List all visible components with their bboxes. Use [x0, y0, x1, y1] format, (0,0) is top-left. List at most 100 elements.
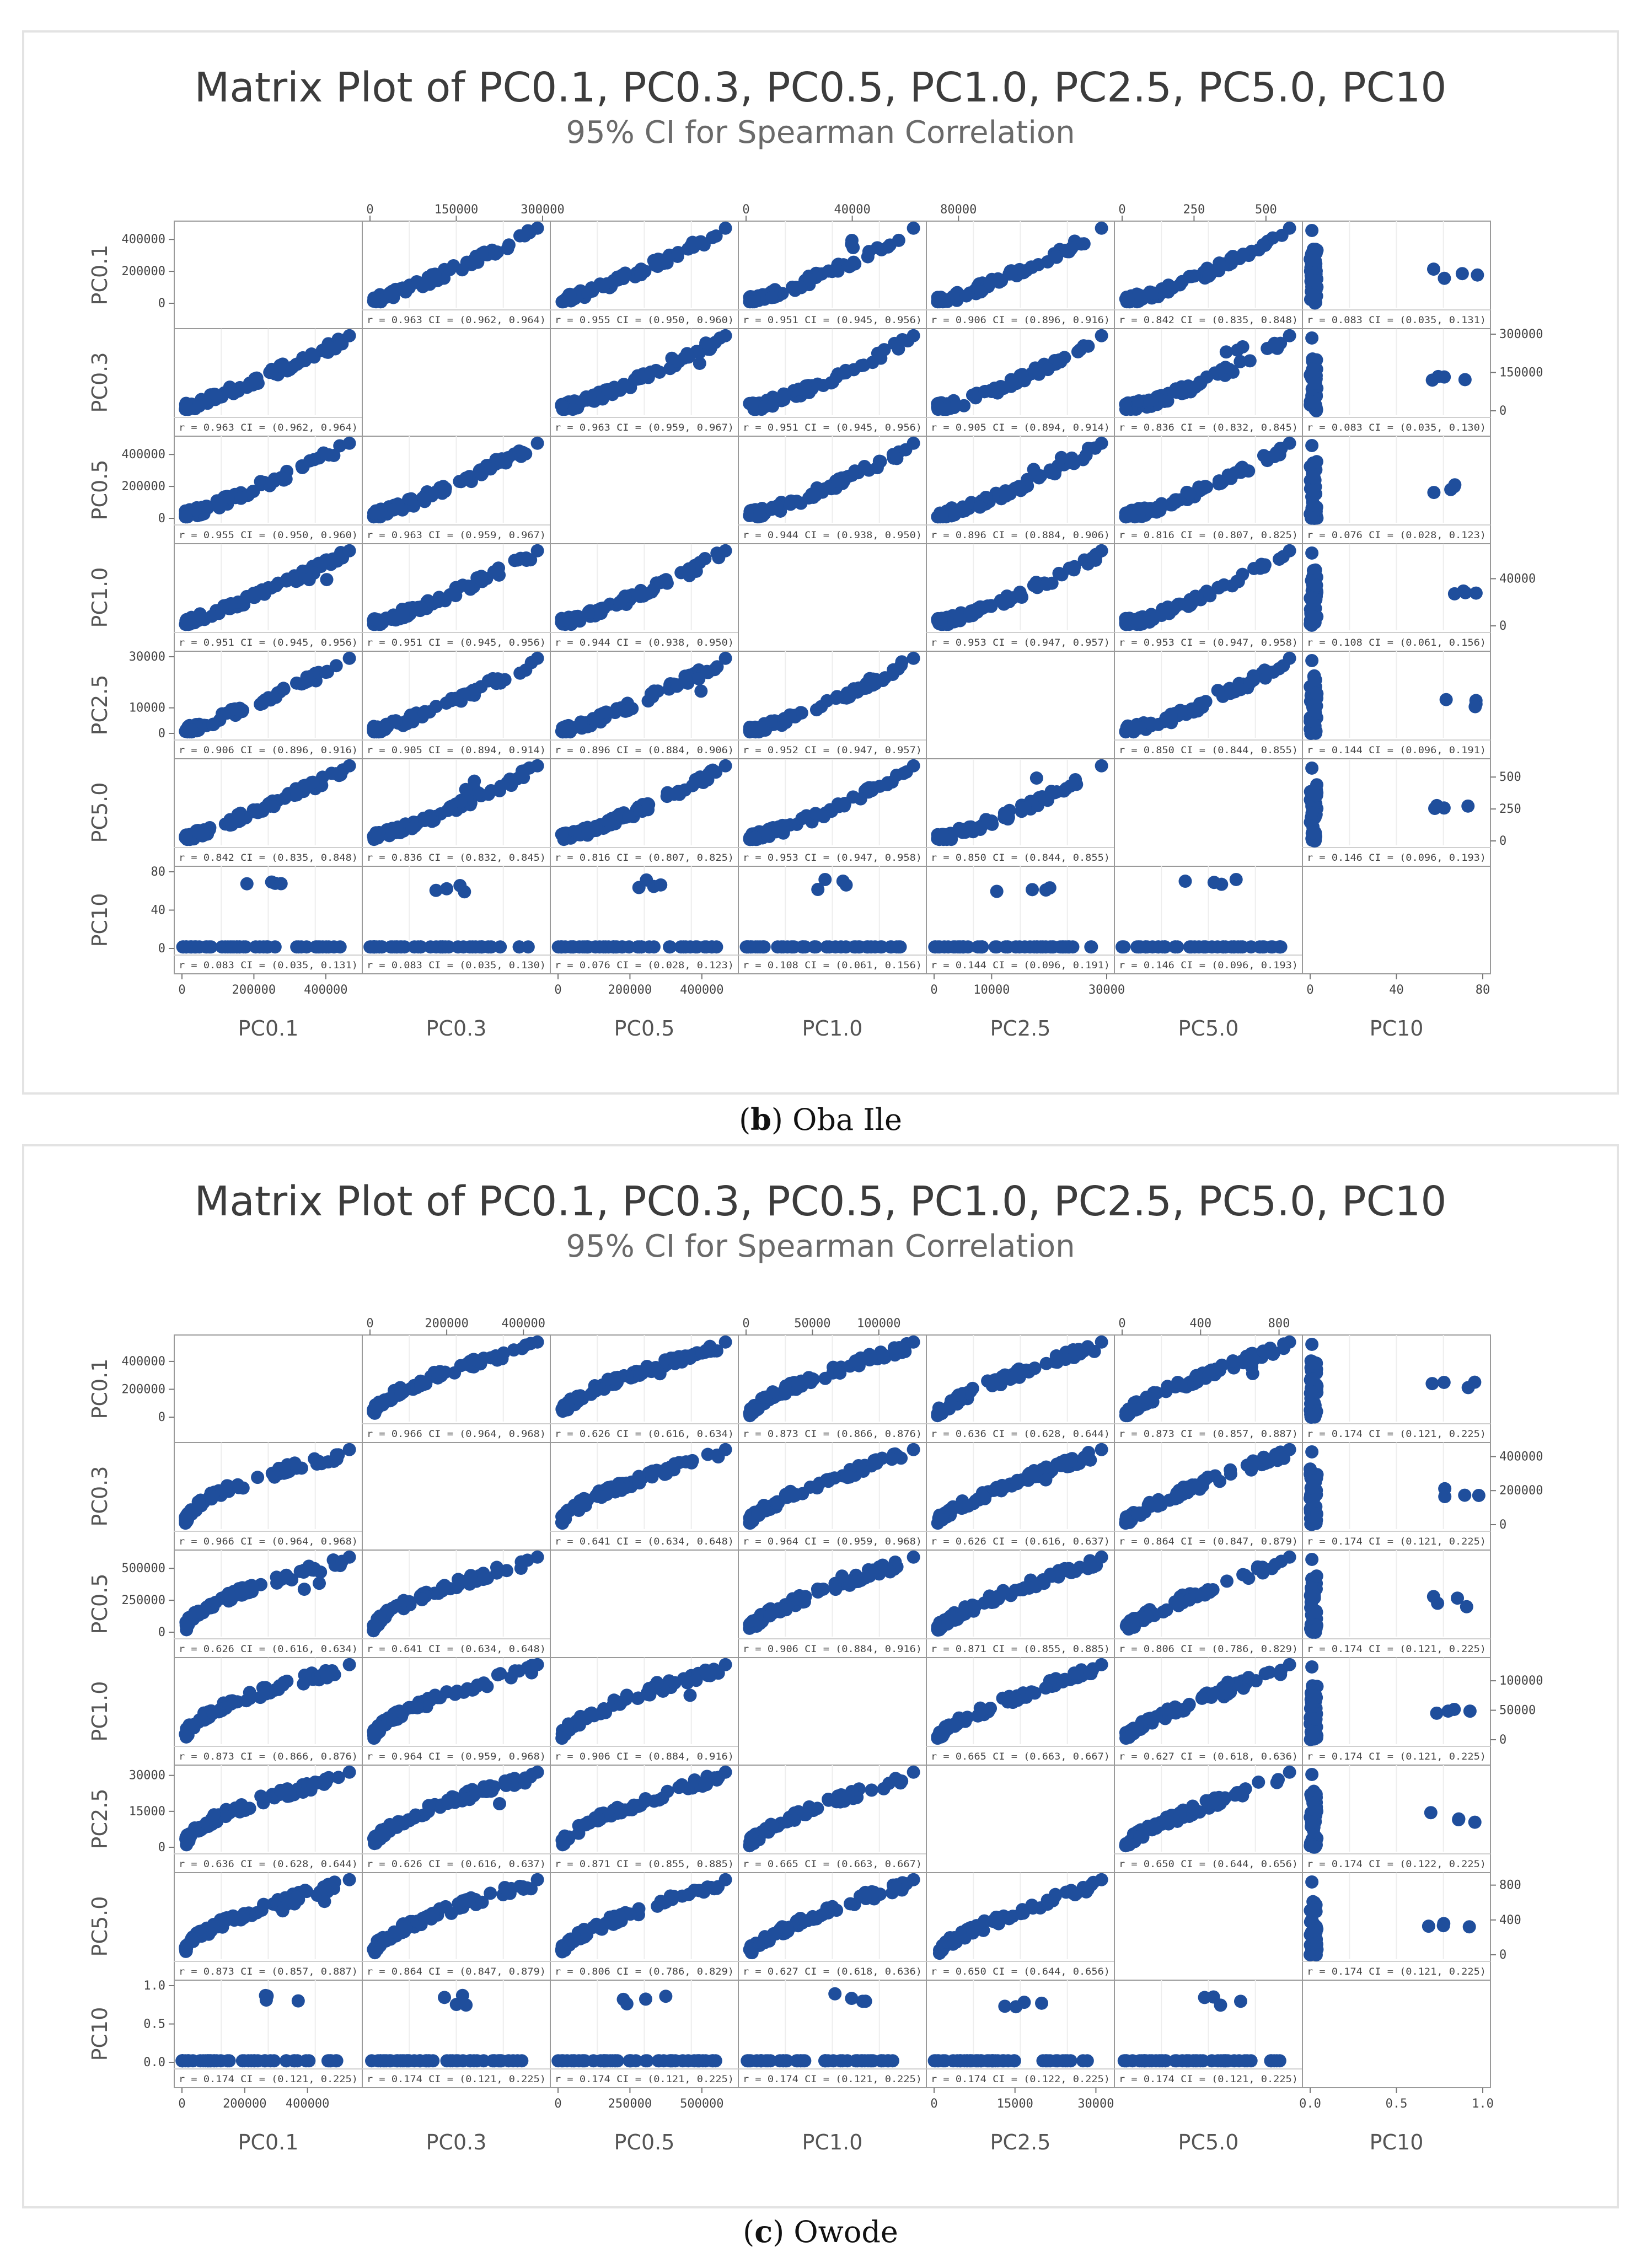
- scatter-point: [557, 613, 571, 627]
- scatter-points: [1304, 438, 1462, 525]
- scatter-point: [400, 717, 414, 731]
- scatter-point: [1187, 705, 1200, 719]
- scatter-point: [581, 825, 595, 839]
- scatter-point: [974, 285, 988, 299]
- scatter-point: [945, 1502, 958, 1516]
- scatter-points: [931, 329, 1108, 416]
- scatter-point: [1305, 1385, 1318, 1398]
- matrix-plot-panel-b: Matrix Plot of PC0.1, PC0.3, PC0.5, PC1.…: [22, 30, 1619, 1095]
- scatter-point: [1081, 1446, 1095, 1460]
- scatter-point: [297, 1677, 310, 1691]
- matrix-cell-PC0.3-vs-PC0.5: r = 0.641 CI = (0.634, 0.648): [550, 1442, 739, 1551]
- matrix-cell-PC1.0-vs-PC1.0: [738, 543, 927, 652]
- scatter-point: [249, 374, 263, 388]
- scatter-point: [864, 940, 878, 954]
- scatter-point: [405, 822, 419, 835]
- scatter-point: [607, 274, 620, 287]
- scatter-point: [675, 1355, 689, 1369]
- scatter-point: [1095, 1658, 1108, 1671]
- scatter-point: [1065, 241, 1079, 255]
- scatter-point: [239, 1694, 253, 1708]
- scatter-point: [1270, 1454, 1284, 1467]
- matrix-cell-PC2.5-vs-PC0.5: r = 0.896 CI = (0.884, 0.906): [550, 651, 739, 759]
- scatter-point: [234, 491, 248, 505]
- scatter-point: [932, 612, 946, 626]
- scatter-point: [631, 940, 645, 954]
- scatter-point: [570, 1391, 584, 1404]
- scatter-point: [817, 379, 830, 393]
- scatter-point: [492, 561, 506, 575]
- scatter-point: [289, 357, 303, 371]
- scatter-point: [1458, 1488, 1472, 1502]
- scatter-points: [743, 329, 920, 416]
- scatter-point: [572, 824, 586, 838]
- scatter-point: [854, 792, 867, 806]
- scatter-point: [302, 573, 316, 587]
- y-axis-title-PC2.5: PC2.5: [88, 675, 112, 736]
- scatter-point: [831, 475, 845, 489]
- scatter-point: [521, 940, 535, 954]
- correlation-label: r = 0.953 CI = (0.947, 0.958): [743, 852, 922, 864]
- scatter-point: [1437, 801, 1451, 815]
- matrix-cell-PC0.1-vs-PC10: r = 0.174 CI = (0.121, 0.225): [1302, 1334, 1491, 1443]
- scatter-point: [530, 1550, 544, 1564]
- scatter-point: [494, 940, 507, 954]
- scatter-point: [1308, 1624, 1322, 1638]
- scatter-point: [818, 1371, 832, 1385]
- scatter-point: [1222, 682, 1236, 695]
- scatter-point: [994, 1589, 1007, 1602]
- scatter-point: [1309, 724, 1323, 738]
- scatter-points: [551, 873, 723, 954]
- scatter-point: [694, 236, 708, 250]
- scatter-points: [931, 1335, 1108, 1423]
- scatter-point: [701, 1669, 715, 1682]
- x-axis-PC5.0: 0 250 500: [1118, 203, 1277, 221]
- scatter-point: [1304, 1589, 1317, 1602]
- scatter-point: [1283, 651, 1296, 665]
- scatter-point: [394, 1387, 408, 1401]
- scatter-point: [679, 1455, 693, 1469]
- chart-title: Matrix Plot of PC0.1, PC0.3, PC0.5, PC1.…: [195, 1178, 1447, 1225]
- matrix-cell-PC5.0-vs-PC2.5: r = 0.850 CI = (0.844, 0.855): [926, 758, 1115, 867]
- scatter-point: [765, 502, 779, 516]
- scatter-point: [530, 544, 544, 557]
- scatter-point: [179, 1509, 193, 1522]
- scatter-point: [1065, 1454, 1079, 1468]
- scatter-point: [193, 609, 207, 623]
- scatter-point: [575, 395, 588, 409]
- matrix-cell-PC0.3-vs-PC0.3: [362, 1442, 551, 1551]
- correlation-label: r = 0.174 CI = (0.121, 0.225): [1307, 1429, 1486, 1440]
- scatter-point: [1310, 687, 1324, 700]
- scatter-point: [857, 358, 871, 372]
- tick-label: 10000: [129, 701, 165, 715]
- scatter-point: [1461, 1381, 1475, 1395]
- correlation-label: r = 0.626 CI = (0.616, 0.634): [555, 1429, 734, 1440]
- scatter-point: [605, 385, 619, 399]
- scatter-point: [952, 1388, 966, 1402]
- scatter-point: [1469, 586, 1483, 600]
- correlation-label: r = 0.626 CI = (0.616, 0.634): [179, 1644, 358, 1655]
- scatter-point: [1234, 355, 1247, 368]
- matrix-cell-PC10-vs-PC0.5: r = 0.076 CI = (0.028, 0.123): [550, 866, 739, 974]
- scatter-points: [743, 436, 920, 524]
- matrix-cell-PC0.3-vs-PC0.5: r = 0.963 CI = (0.959, 0.967): [550, 328, 739, 437]
- scatter-point: [1427, 262, 1440, 276]
- correlation-label: r = 0.076 CI = (0.028, 0.123): [555, 960, 734, 971]
- scatter-point: [556, 1401, 570, 1414]
- scatter-point: [809, 489, 823, 502]
- scatter-point: [179, 940, 193, 954]
- scatter-point: [1235, 249, 1248, 263]
- scatter-point: [1132, 502, 1146, 516]
- scatter-point: [784, 494, 798, 508]
- scatter-point: [367, 506, 380, 520]
- tick-label: 150000: [1499, 366, 1543, 380]
- scatter-point: [1123, 721, 1137, 735]
- x-axis-PC0.3: 0 150000 300000: [366, 203, 565, 221]
- scatter-point: [279, 472, 293, 486]
- scatter-point: [1134, 940, 1147, 954]
- scatter-point: [502, 238, 516, 252]
- scatter-point: [695, 1346, 709, 1360]
- correlation-label: r = 0.896 CI = (0.884, 0.906): [555, 745, 734, 756]
- scatter-point: [1306, 288, 1320, 302]
- scatter-point: [749, 1403, 763, 1417]
